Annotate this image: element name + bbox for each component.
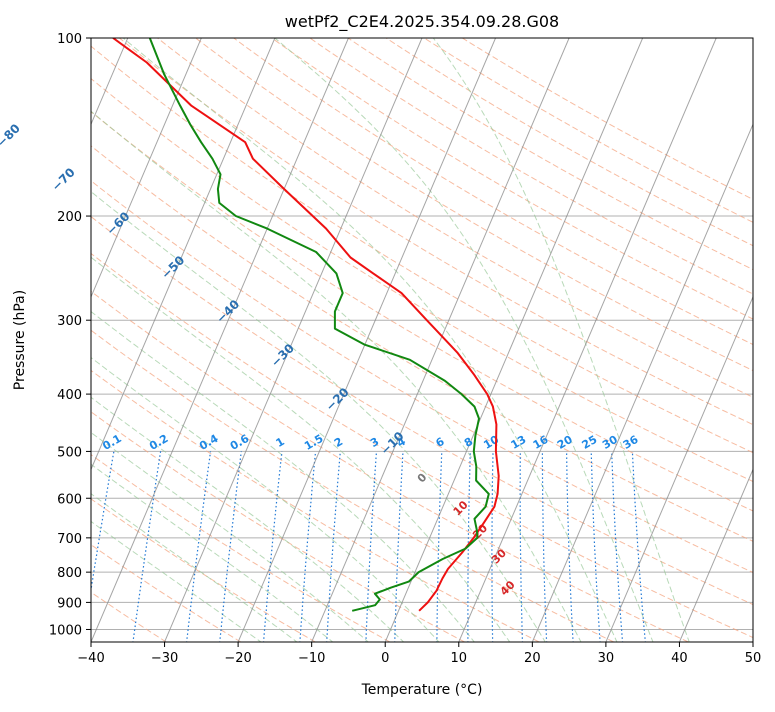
y-tick-label: 800 [57, 566, 82, 581]
y-tick-label: 700 [57, 532, 82, 547]
x-tick-label: −10 [298, 651, 325, 666]
y-tick-label: 1000 [49, 623, 82, 638]
chart-title: wetPf2_C2E4.2025.354.09.28.G08 [285, 12, 559, 32]
x-tick-label: −20 [224, 651, 251, 666]
x-tick-label: −40 [77, 651, 104, 666]
y-tick-label: 300 [57, 314, 82, 329]
x-tick-label: 50 [745, 651, 762, 666]
y-tick-label: 100 [57, 32, 82, 47]
x-axis-label: Temperature (°C) [361, 682, 483, 698]
y-tick-label: 900 [57, 596, 82, 611]
x-tick-label: 30 [598, 651, 615, 666]
x-tick-label: 20 [524, 651, 541, 666]
x-tick-label: 10 [451, 651, 468, 666]
x-tick-label: 0 [381, 651, 389, 666]
x-tick-label: −30 [151, 651, 178, 666]
y-tick-label: 600 [57, 492, 82, 507]
x-tick-label: 40 [671, 651, 688, 666]
y-tick-label: 500 [57, 445, 82, 460]
y-axis-label: Pressure (hPa) [12, 290, 28, 390]
y-tick-label: 200 [57, 210, 82, 225]
y-tick-label: 400 [57, 388, 82, 403]
